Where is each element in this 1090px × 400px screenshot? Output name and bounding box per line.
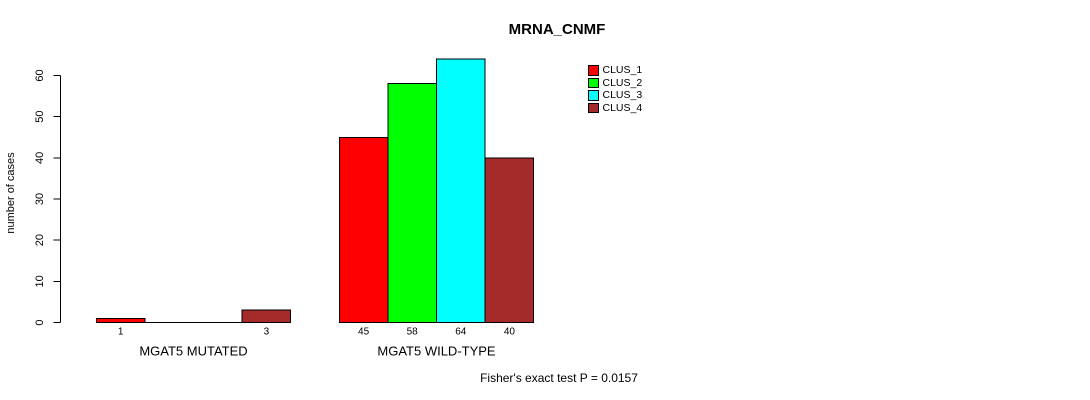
chart-title: MRNA_CNMF (508, 21, 606, 38)
y-axis-tick-label: 0 (34, 319, 46, 325)
legend-item-clus-4: CLUS_4 (588, 101, 643, 114)
y-axis-tick-label: 40 (34, 152, 46, 164)
legend-label-clus-2: CLUS_2 (602, 76, 643, 89)
y-axis-tick-label: 60 (34, 69, 46, 81)
bar-clus_1-group-1 (95, 317, 146, 323)
bar-value-label: 3 (264, 327, 270, 338)
legend-item-clus-3: CLUS_3 (588, 90, 642, 101)
group-label: MGAT5 WILD-TYPE (377, 344, 496, 359)
y-axis-tick-label: 20 (34, 234, 46, 246)
bar-clus_3-group-2 (436, 58, 486, 324)
group-label: MGAT5 MUTATED (139, 344, 247, 359)
legend-item-clus-1: CLUS_1 (588, 65, 642, 76)
y-axis-tick-label: 50 (34, 111, 46, 123)
legend-swatch-clus-4-icon (588, 102, 599, 113)
bar-clus_4-group-2 (484, 157, 535, 323)
legend-swatch-clus-3-icon (588, 90, 599, 101)
bar-clus_2-group-2 (387, 83, 437, 323)
legend-swatch-clus-1-icon (588, 65, 599, 76)
bar-value-label: 1 (118, 327, 124, 338)
legend-swatch-clus-2-icon (588, 77, 599, 88)
legend: CLUS_1 CLUS_2 CLUS_3 CLUS_4 (588, 65, 642, 113)
bar-value-label: 58 (407, 327, 419, 338)
statistical-test-footnote: Fisher's exact test P = 0.0157 (480, 371, 638, 385)
y-axis-tick-label: 30 (34, 193, 46, 205)
y-axis-tick-label: 10 (34, 275, 46, 287)
bar-clus_1-group-2 (338, 136, 389, 323)
bar-clus_4-group-1 (241, 309, 292, 323)
legend-label-clus-1: CLUS_1 (602, 64, 643, 76)
bar-value-label: 40 (504, 327, 516, 338)
bar-value-label: 64 (455, 327, 467, 338)
legend-label-clus-3: CLUS_3 (602, 89, 643, 101)
legend-item-clus-2: CLUS_2 (588, 76, 643, 89)
bar-value-label: 45 (358, 327, 370, 338)
legend-label-clus-4: CLUS_4 (602, 101, 643, 114)
